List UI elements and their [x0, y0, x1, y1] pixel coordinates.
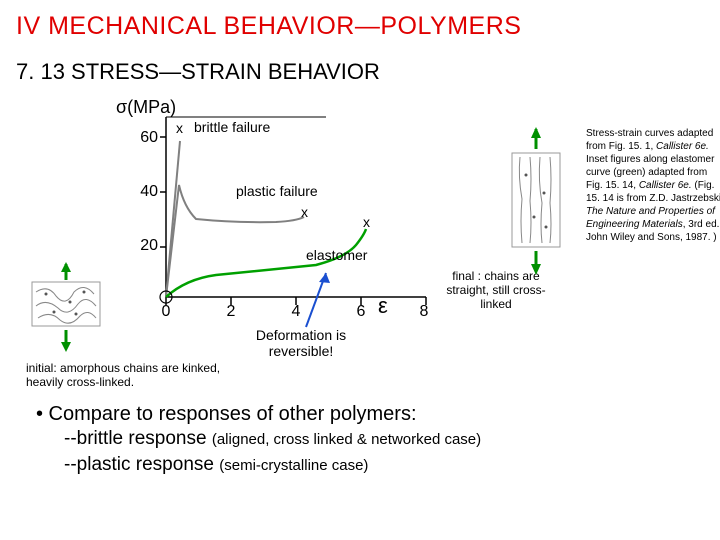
ytick-40: 40	[128, 183, 158, 201]
figure-caption: Stress-strain curves adapted from Fig. 1…	[586, 127, 720, 244]
xtick-4: 4	[286, 303, 306, 321]
annot-initial: initial: amorphous chains are kinked, he…	[26, 361, 236, 389]
sub1a: --brittle response	[64, 428, 212, 449]
x-axis-label: ε	[378, 293, 388, 319]
sub1b: (aligned, cross linked & networked case)	[212, 431, 481, 448]
svg-text:x: x	[176, 120, 183, 136]
inset-initial	[26, 262, 106, 362]
inset-final	[496, 127, 576, 282]
section-title: 7. 13 STRESS—STRAIN BEHAVIOR	[16, 59, 704, 85]
sub2b: (semi-crystalline case)	[219, 457, 368, 474]
stress-strain-chart: x x x	[116, 97, 446, 337]
xtick-6: 6	[351, 303, 371, 321]
ytick-60: 60	[128, 129, 158, 147]
xtick-2: 2	[221, 303, 241, 321]
page-heading: IV MECHANICAL BEHAVIOR—POLYMERS	[16, 12, 704, 41]
compare-bullet: • Compare to responses of other polymers…	[16, 403, 704, 426]
annot-plastic: plastic failure	[236, 183, 318, 199]
cap-4: Callister 6e.	[639, 180, 692, 191]
subpoint-plastic: --plastic response (semi-crystalline cas…	[16, 452, 704, 478]
xtick-0: 0	[156, 303, 176, 321]
sub2a: --plastic response	[64, 454, 219, 475]
figure-area: σ(MPa) x x x	[16, 97, 704, 397]
annot-brittle: brittle failure	[194, 119, 270, 135]
svg-text:x: x	[363, 214, 370, 230]
svg-text:x: x	[301, 204, 308, 220]
subpoint-brittle: --brittle response (aligned, cross linke…	[16, 426, 704, 452]
cap-2: Callister 6e.	[656, 141, 709, 152]
ytick-20: 20	[128, 237, 158, 255]
xtick-8: 8	[414, 303, 434, 321]
annot-elastomer: elastomer	[306, 247, 367, 263]
annot-deformation: Deformation is reversible!	[246, 327, 356, 359]
